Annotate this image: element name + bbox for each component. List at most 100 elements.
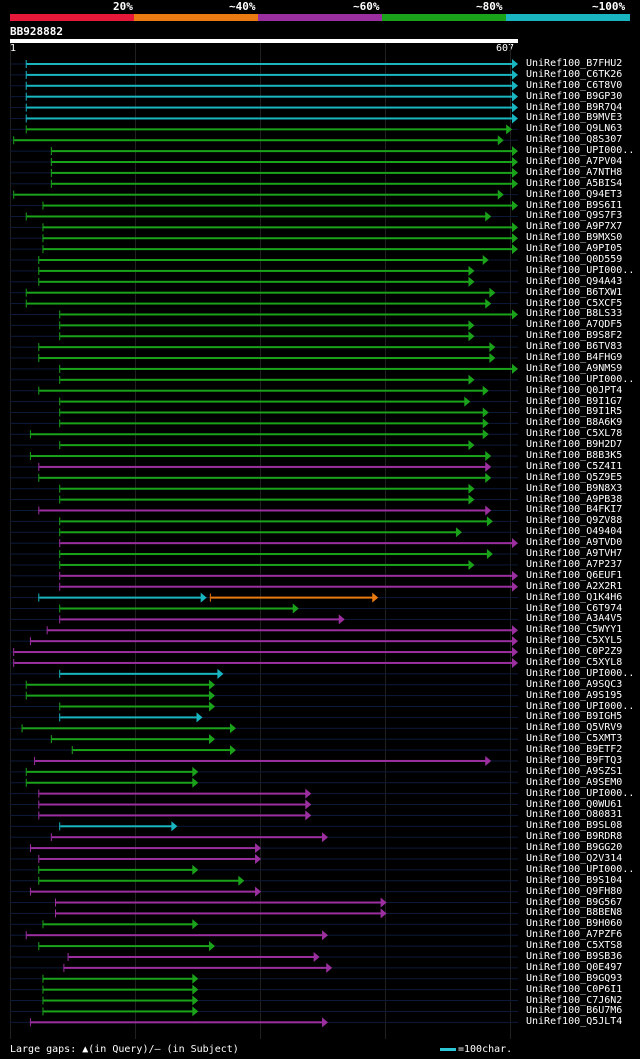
- hit-label[interactable]: UniRef100_UPI000..: [526, 373, 635, 385]
- hit-label[interactable]: UniRef100_A9SZS1: [526, 765, 623, 777]
- hit-label[interactable]: UniRef100_A7PZF6: [526, 929, 623, 941]
- hit-label[interactable]: UniRef100_B9ETF2: [526, 744, 623, 756]
- hit-start-tick: [42, 974, 44, 983]
- hit-label[interactable]: UniRef100_UPI000..: [526, 145, 635, 157]
- hit-start-tick: [38, 811, 40, 820]
- hit-label[interactable]: UniRef100_B7FHU2: [526, 58, 623, 69]
- hit-label[interactable]: UniRef100_O80831: [526, 809, 623, 821]
- hit-label[interactable]: UniRef100_B9N8X3: [526, 482, 623, 494]
- hit-label[interactable]: UniRef100_B9MXS0: [526, 232, 623, 244]
- hit-label[interactable]: UniRef100_Q8S307: [526, 134, 623, 146]
- hit-label[interactable]: UniRef100_A9SQC3: [526, 678, 623, 690]
- hit-label[interactable]: UniRef100_A9SEM0: [526, 776, 623, 788]
- hit-label[interactable]: UniRef100_Q5Z9E5: [526, 471, 623, 483]
- hit-segment: [26, 291, 491, 294]
- hit-label[interactable]: UniRef100_B9S104: [526, 874, 623, 886]
- hit-label[interactable]: UniRef100_B8B3K5: [526, 450, 623, 462]
- hit-label[interactable]: UniRef100_A3A4V5: [526, 613, 623, 625]
- hit-label[interactable]: UniRef100_B9I1G7: [526, 395, 623, 407]
- hit-label[interactable]: UniRef100_C5XYL5: [526, 635, 623, 647]
- hit-label[interactable]: UniRef100_Q0WU61: [526, 798, 623, 810]
- hit-label[interactable]: UniRef100_Q5JLT4: [526, 1016, 623, 1028]
- hit-label[interactable]: UniRef100_B9RDR8: [526, 831, 623, 843]
- hit-start-tick: [25, 778, 27, 787]
- hit-label[interactable]: UniRef100_C5XCF5: [526, 297, 623, 309]
- hit-label[interactable]: UniRef100_A9PB38: [526, 493, 623, 505]
- hit-label[interactable]: UniRef100_B9H060: [526, 918, 623, 930]
- hit-label[interactable]: UniRef100_A9TVH7: [526, 548, 623, 560]
- hit-label[interactable]: UniRef100_C5Z4I1: [526, 460, 623, 472]
- hit-label[interactable]: UniRef100_Q94ET3: [526, 188, 623, 200]
- hit-label[interactable]: UniRef100_Q6EUF1: [526, 569, 623, 581]
- hit-label[interactable]: UniRef100_C5WYY1: [526, 624, 623, 636]
- hit-arrow: [485, 755, 492, 766]
- hit-label[interactable]: UniRef100_UPI000..: [526, 264, 635, 276]
- hit-label[interactable]: UniRef100_C0P2Z9: [526, 646, 623, 658]
- hit-label[interactable]: UniRef100_C5XYL8: [526, 656, 623, 668]
- hit-label[interactable]: UniRef100_A7NTH8: [526, 166, 623, 178]
- hit-label[interactable]: UniRef100_Q9S7F3: [526, 210, 623, 222]
- hit-label[interactable]: UniRef100_Q9LN63: [526, 123, 623, 135]
- hit-label[interactable]: UniRef100_B8LS33: [526, 308, 623, 320]
- hit-label[interactable]: UniRef100_Q5VRV9: [526, 722, 623, 734]
- hit-label[interactable]: UniRef100_A9NMS9: [526, 362, 623, 374]
- hit-label[interactable]: UniRef100_B9SL08: [526, 820, 623, 832]
- hit-label[interactable]: UniRef100_C6T8V0: [526, 79, 623, 91]
- hit-label[interactable]: UniRef100_A9S195: [526, 689, 623, 701]
- hit-label[interactable]: UniRef100_C0P6I1: [526, 983, 623, 995]
- hit-label[interactable]: UniRef100_O49404: [526, 526, 623, 538]
- hit-label[interactable]: UniRef100_B9GQ93: [526, 972, 623, 984]
- hit-label[interactable]: UniRef100_B9GP30: [526, 90, 623, 102]
- hit-label[interactable]: UniRef100_UPI000..: [526, 667, 635, 679]
- hit-label[interactable]: UniRef100_B9G567: [526, 896, 623, 908]
- hit-label[interactable]: UniRef100_B6TXW1: [526, 286, 623, 298]
- hit-label[interactable]: UniRef100_B9SB36: [526, 950, 623, 962]
- hit-label[interactable]: UniRef100_B9IGH5: [526, 711, 623, 723]
- hit-label[interactable]: UniRef100_A7QDF5: [526, 319, 623, 331]
- hit-label[interactable]: UniRef100_B9R7Q4: [526, 101, 623, 113]
- hit-label[interactable]: UniRef100_C6T974: [526, 602, 623, 614]
- hit-label[interactable]: UniRef100_B4FHG9: [526, 352, 623, 364]
- hit-label[interactable]: UniRef100_B9S6I1: [526, 199, 623, 211]
- hit-arrow: [485, 505, 492, 516]
- hit-label[interactable]: UniRef100_B6TV83: [526, 341, 623, 353]
- hit-label[interactable]: UniRef100_UPI000..: [526, 863, 635, 875]
- hit-label[interactable]: UniRef100_Q1K4H6: [526, 591, 623, 603]
- hit-label[interactable]: UniRef100_B4FKI7: [526, 504, 623, 516]
- hit-label[interactable]: UniRef100_Q9FH80: [526, 885, 623, 897]
- hit-label[interactable]: UniRef100_B9GG20: [526, 842, 623, 854]
- query-end: 607: [496, 43, 515, 54]
- hit-label[interactable]: UniRef100_B8A6K9: [526, 417, 623, 429]
- hit-label[interactable]: UniRef100_C5XTS8: [526, 940, 623, 952]
- hit-label[interactable]: UniRef100_B9MVE3: [526, 112, 623, 124]
- hit-segment: [60, 324, 470, 327]
- hit-label[interactable]: UniRef100_A7PV04: [526, 156, 623, 167]
- hit-label[interactable]: UniRef100_A9TVD0: [526, 537, 623, 549]
- hit-label[interactable]: UniRef100_Q94A43: [526, 275, 623, 287]
- hit-label[interactable]: UniRef100_A7P237: [526, 558, 623, 570]
- hit-label[interactable]: UniRef100_Q0D559: [526, 254, 623, 266]
- hit-label[interactable]: UniRef100_A9PI05: [526, 243, 623, 255]
- scale-legend: =100char.: [440, 1044, 512, 1055]
- scale-label-80: ~80%: [476, 0, 503, 13]
- hit-label[interactable]: UniRef100_Q9ZV88: [526, 515, 623, 527]
- hit-label[interactable]: UniRef100_Q0E497: [526, 961, 623, 973]
- hit-label[interactable]: UniRef100_B9FTQ3: [526, 754, 623, 766]
- hit-label[interactable]: UniRef100_C6TK26: [526, 68, 623, 80]
- hit-label[interactable]: UniRef100_C7J6N2: [526, 994, 623, 1006]
- hit-label[interactable]: UniRef100_B6U7M6: [526, 1005, 623, 1017]
- hit-label[interactable]: UniRef100_B9H2D7: [526, 439, 623, 451]
- hit-track: [10, 771, 518, 773]
- hit-label[interactable]: UniRef100_C5XL78: [526, 428, 623, 440]
- hit-label[interactable]: UniRef100_B8BEN8: [526, 907, 623, 919]
- hit-label[interactable]: UniRef100_B9I1R5: [526, 406, 623, 418]
- hit-label[interactable]: UniRef100_UPI000..: [526, 700, 635, 712]
- hit-label[interactable]: UniRef100_B9S8F2: [526, 330, 623, 342]
- hit-label[interactable]: UniRef100_Q2V314: [526, 852, 623, 864]
- hit-label[interactable]: UniRef100_Q0JPT4: [526, 384, 623, 396]
- hit-label[interactable]: UniRef100_C5XMT3: [526, 733, 623, 745]
- hit-label[interactable]: UniRef100_A2X2R1: [526, 580, 623, 592]
- hit-label[interactable]: UniRef100_A9P7X7: [526, 221, 623, 233]
- hit-label[interactable]: UniRef100_UPI000..: [526, 787, 635, 799]
- hit-label[interactable]: UniRef100_A5BIS4: [526, 177, 623, 189]
